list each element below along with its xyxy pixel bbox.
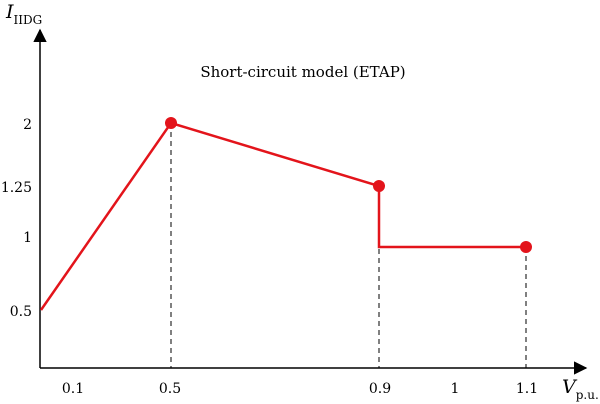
chart-title: Short-circuit model (ETAP) [200, 63, 405, 81]
y-tick-1: 1 [23, 230, 32, 246]
x-tick-1: 1 [451, 381, 460, 397]
y-axis-label: IIIDG [5, 1, 42, 27]
y-tick-0-5: 0.5 [10, 304, 32, 320]
y-tick-1-25: 1.25 [1, 180, 32, 196]
y-tick-2: 2 [23, 117, 32, 133]
x-tick-1-1: 1.1 [516, 381, 538, 397]
x-tick-labels: 0.1 0.5 0.9 1 1.1 [62, 381, 538, 397]
data-point-0 [165, 117, 177, 129]
series-group [39, 117, 532, 311]
x-tick-0-9: 0.9 [369, 381, 391, 397]
y-axis-label-sub: IIDG [14, 13, 43, 27]
x-tick-0-5: 0.5 [159, 381, 181, 397]
data-point-2 [520, 241, 532, 253]
x-tick-0-1: 0.1 [62, 381, 84, 397]
x-axis-label-sub: p.u. [576, 388, 599, 402]
data-point-1 [373, 180, 385, 192]
x-axis-label: Vp.u. [562, 376, 599, 402]
y-tick-labels: 2 1.25 1 0.5 [1, 117, 32, 320]
series-line-0 [39, 121, 526, 311]
dashed-guides [170, 123, 527, 368]
